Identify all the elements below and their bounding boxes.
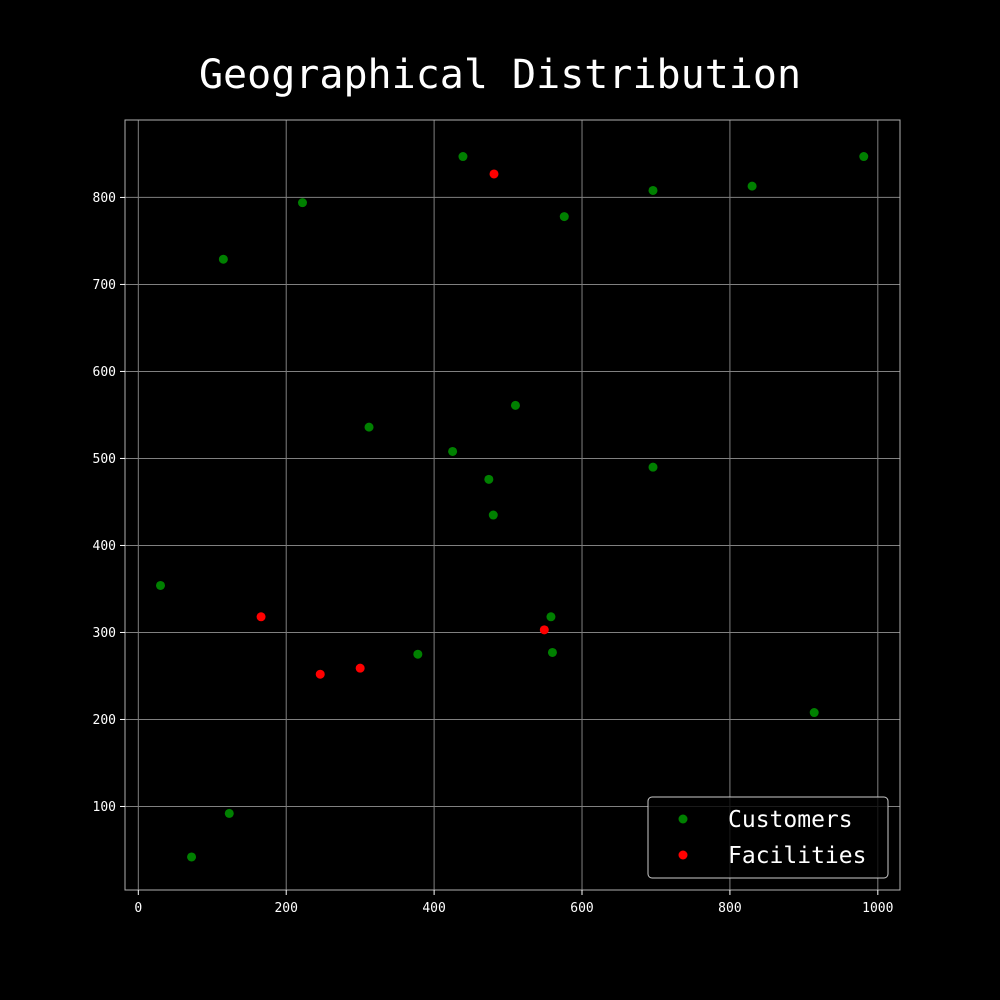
customers-point	[648, 185, 658, 195]
facilities-point	[256, 612, 266, 622]
facilities-point	[355, 663, 365, 673]
y-tick-label: 700	[93, 278, 116, 293]
customers-point	[364, 422, 374, 432]
y-tick-label: 400	[93, 539, 116, 554]
x-tick-label: 200	[274, 901, 297, 916]
customers-point	[224, 808, 234, 818]
facilities-point	[489, 169, 499, 179]
customers-point	[155, 580, 165, 590]
legend-marker-facilities	[678, 850, 688, 860]
customers-point	[747, 181, 757, 191]
x-tick-label: 0	[134, 901, 142, 916]
customers-point	[648, 462, 658, 472]
x-tick-label: 400	[422, 901, 445, 916]
customers-point	[559, 212, 569, 222]
legend-label-facilities: Facilities	[728, 843, 866, 869]
y-tick-label: 600	[93, 365, 116, 380]
chart-title: Geographical Distribution	[198, 52, 802, 98]
y-tick-label: 800	[93, 191, 116, 206]
facilities-point	[315, 669, 325, 679]
customers-point	[458, 152, 468, 162]
customers-point	[484, 474, 494, 484]
y-tick-label: 500	[93, 452, 116, 467]
legend-box	[647, 796, 889, 879]
plot-frame	[124, 119, 901, 891]
customers-point	[859, 152, 869, 162]
customers-point	[809, 708, 819, 718]
customers-point	[218, 254, 228, 264]
customers-point	[510, 400, 520, 410]
customers-point	[547, 647, 557, 657]
legend-label-customers: Customers	[728, 807, 853, 833]
customers-point	[187, 852, 197, 862]
customers-point	[413, 649, 423, 659]
customers-point	[448, 446, 458, 456]
facilities-point	[539, 625, 549, 635]
customers-point	[297, 198, 307, 208]
x-tick-label: 600	[570, 901, 593, 916]
y-tick-label: 300	[93, 626, 116, 641]
customers-point	[546, 612, 556, 622]
legend-marker-customers	[678, 814, 688, 824]
x-tick-label: 1000	[862, 901, 893, 916]
customers-point	[488, 510, 498, 520]
y-tick-label: 100	[93, 800, 116, 815]
x-tick-label: 800	[718, 901, 741, 916]
y-tick-label: 200	[93, 713, 116, 728]
